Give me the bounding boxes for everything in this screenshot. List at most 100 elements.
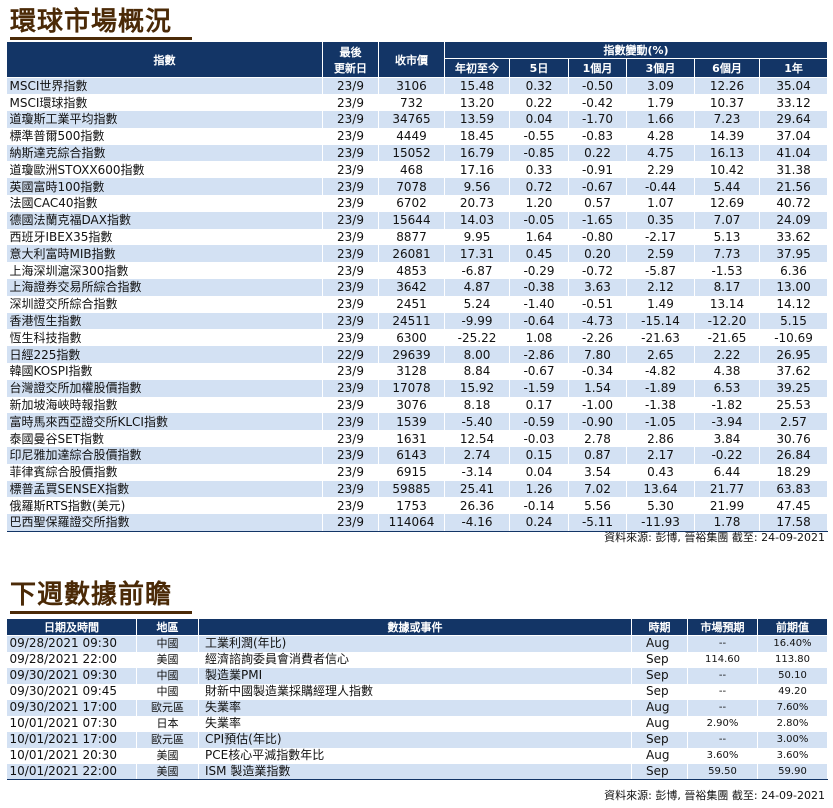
- table-row: 台灣證交所加權股價指數 23/9 17078 15.92 -1.59 1.54 -1.89 6…: [6, 379, 829, 397]
- header-3m: 3個月: [626, 58, 695, 78]
- change-6m-cell: -1.53: [694, 262, 760, 280]
- table-row: 標準普爾500指數 23/9 4449 18.45 -0.55 -0.83 4.28 14.3…: [6, 127, 829, 145]
- header-ytd: 年初至今: [444, 58, 510, 78]
- event-cell: 工業利潤(年比): [198, 635, 632, 652]
- last-update-cell: 23/9: [322, 178, 379, 196]
- forecast-cell: 3.60%: [687, 747, 758, 764]
- table-row: 英國富時100指數 23/9 7078 9.56 0.72 -0.67 -0.44 5.44 2…: [6, 178, 829, 196]
- change-6m-cell: 21.77: [694, 480, 760, 498]
- table-row: 意大利富時MIB指數 23/9 26081 17.31 0.45 0.20 2.59 7.73…: [6, 245, 829, 263]
- index-name-cell: 恆生科技指數: [6, 329, 323, 347]
- period-cell: Aug: [631, 747, 688, 764]
- ytd-change-cell: -4.16: [444, 514, 510, 532]
- index-name-cell: 台灣證交所加權股價指數: [6, 379, 323, 397]
- ytd-change-cell: 13.59: [444, 111, 510, 128]
- change-5d-cell: -2.86: [509, 346, 569, 364]
- index-name-cell: MSCI世界指數: [6, 77, 323, 95]
- table-row: 09/30/2021 09:45 中國 財新中國製造業採購經理人指數 Sep -- 49.…: [6, 683, 828, 700]
- index-name-cell: 標準普爾500指數: [6, 127, 323, 145]
- last-update-cell: 23/9: [322, 279, 379, 296]
- period-cell: Sep: [631, 683, 688, 700]
- change-3m-cell: 3.09: [626, 77, 695, 95]
- change-1m-cell: -0.67: [568, 178, 627, 196]
- region-cell: 美國: [136, 747, 199, 764]
- index-name-cell: 泰國曼谷SET指數: [6, 430, 323, 448]
- calendar-table: 日期及時間 地區 數據或事件 時期 市場預期 前期值 09/28/2021 09…: [6, 618, 828, 780]
- last-update-cell: 23/9: [322, 262, 379, 280]
- period-cell: Aug: [631, 635, 688, 652]
- change-5d-cell: -0.05: [509, 211, 569, 229]
- change-5d-cell: 0.04: [509, 111, 569, 128]
- last-update-cell: 23/9: [322, 497, 379, 515]
- change-1y-cell: 39.25: [759, 379, 829, 397]
- change-1y-cell: 29.64: [759, 111, 829, 128]
- table-row: 巴西聖保羅證交所指數 23/9 114064 -4.16 0.24 -5.11 -11.93…: [6, 514, 829, 532]
- change-3m-cell: -11.93: [626, 514, 695, 532]
- change-1y-cell: -10.69: [759, 329, 829, 347]
- datetime-cell: 10/01/2021 20:30: [6, 747, 137, 764]
- change-1y-cell: 6.36: [759, 262, 829, 280]
- table-row: 道瓊歐洲STOXX600指數 23/9 468 17.16 0.33 -0.91 2.29 1…: [6, 161, 829, 179]
- table-row: 09/30/2021 17:00 歐元區 失業率 Aug -- 7.60%: [6, 699, 828, 716]
- table-row: 10/01/2021 20:30 美國 PCE核心平減指數年比 Aug 3.60% 3.6…: [6, 747, 828, 764]
- ytd-change-cell: 18.45: [444, 127, 510, 145]
- region-cell: 中國: [136, 683, 199, 700]
- change-3m-cell: 1.49: [626, 295, 695, 313]
- change-5d-cell: 0.45: [509, 245, 569, 263]
- previous-value-cell: 50.10: [757, 667, 828, 684]
- ytd-change-cell: 17.31: [444, 245, 510, 263]
- change-3m-cell: -21.63: [626, 329, 695, 347]
- change-5d-cell: 1.20: [509, 195, 569, 212]
- change-1y-cell: 26.84: [759, 447, 829, 464]
- forecast-cell: --: [687, 635, 758, 652]
- last-update-cell: 23/9: [322, 413, 379, 431]
- change-6m-cell: -3.94: [694, 413, 760, 431]
- ytd-change-cell: 12.54: [444, 430, 510, 448]
- ytd-change-cell: 14.03: [444, 211, 510, 229]
- change-1y-cell: 47.45: [759, 497, 829, 515]
- forecast-cell: --: [687, 731, 758, 748]
- period-cell: Sep: [631, 763, 688, 780]
- ytd-change-cell: 17.16: [444, 161, 510, 179]
- close-price-cell: 7078: [378, 178, 445, 196]
- event-cell: 失業率: [198, 715, 632, 732]
- forecast-cell: --: [687, 683, 758, 700]
- ytd-change-cell: 8.84: [444, 363, 510, 380]
- change-1m-cell: 0.57: [568, 195, 627, 212]
- change-1m-cell: -0.42: [568, 94, 627, 112]
- last-update-cell: 23/9: [322, 211, 379, 229]
- change-3m-cell: -1.38: [626, 396, 695, 414]
- change-3m-cell: 2.12: [626, 279, 695, 296]
- last-update-cell: 23/9: [322, 111, 379, 128]
- change-5d-cell: -0.29: [509, 262, 569, 280]
- forecast-cell: 114.60: [687, 651, 758, 668]
- region-cell: 中國: [136, 667, 199, 684]
- table-row: 法國CAC40指數 23/9 6702 20.73 1.20 0.57 1.07 12.69 4…: [6, 195, 829, 212]
- header-period: 時期: [631, 618, 688, 636]
- index-name-cell: 上海證券交易所綜合指數: [6, 279, 323, 296]
- ytd-change-cell: 25.41: [444, 480, 510, 498]
- event-cell: PCE核心平減指數年比: [198, 747, 632, 764]
- table-row: 納斯達克綜合指數 23/9 15052 16.79 -0.85 0.22 4.75 16.13…: [6, 144, 829, 162]
- ytd-change-cell: 4.87: [444, 279, 510, 296]
- change-1m-cell: 0.20: [568, 245, 627, 263]
- change-1y-cell: 40.72: [759, 195, 829, 212]
- table-row: 上海深圳滬深300指數 23/9 4853 -6.87 -0.29 -0.72 -5.87-…: [6, 262, 829, 280]
- change-5d-cell: -0.14: [509, 497, 569, 515]
- close-price-cell: 4853: [378, 262, 445, 280]
- change-6m-cell: 21.99: [694, 497, 760, 515]
- table-row: 10/01/2021 07:30 日本 失業率 Aug 2.90% 2.80%: [6, 715, 828, 732]
- change-1m-cell: 3.54: [568, 463, 627, 481]
- header-1m: 1個月: [568, 58, 627, 78]
- table-row: 西班牙IBEX35指數 23/9 8877 9.95 1.64 -0.80 -2.17 5.1…: [6, 228, 829, 246]
- change-3m-cell: 2.59: [626, 245, 695, 263]
- index-name-cell: 富時馬來西亞證交所KLCI指數: [6, 413, 323, 431]
- table-row: 菲律賓綜合股價指數 23/9 6915 -3.14 0.04 3.54 0.43 6.44 18…: [6, 463, 829, 481]
- close-price-cell: 3642: [378, 279, 445, 296]
- ytd-change-cell: -5.40: [444, 413, 510, 431]
- change-1y-cell: 21.56: [759, 178, 829, 196]
- event-cell: CPI預估(年比): [198, 731, 632, 748]
- index-name-cell: MSCI環球指數: [6, 94, 323, 112]
- change-1y-cell: 14.12: [759, 295, 829, 313]
- change-1y-cell: 33.12: [759, 94, 829, 112]
